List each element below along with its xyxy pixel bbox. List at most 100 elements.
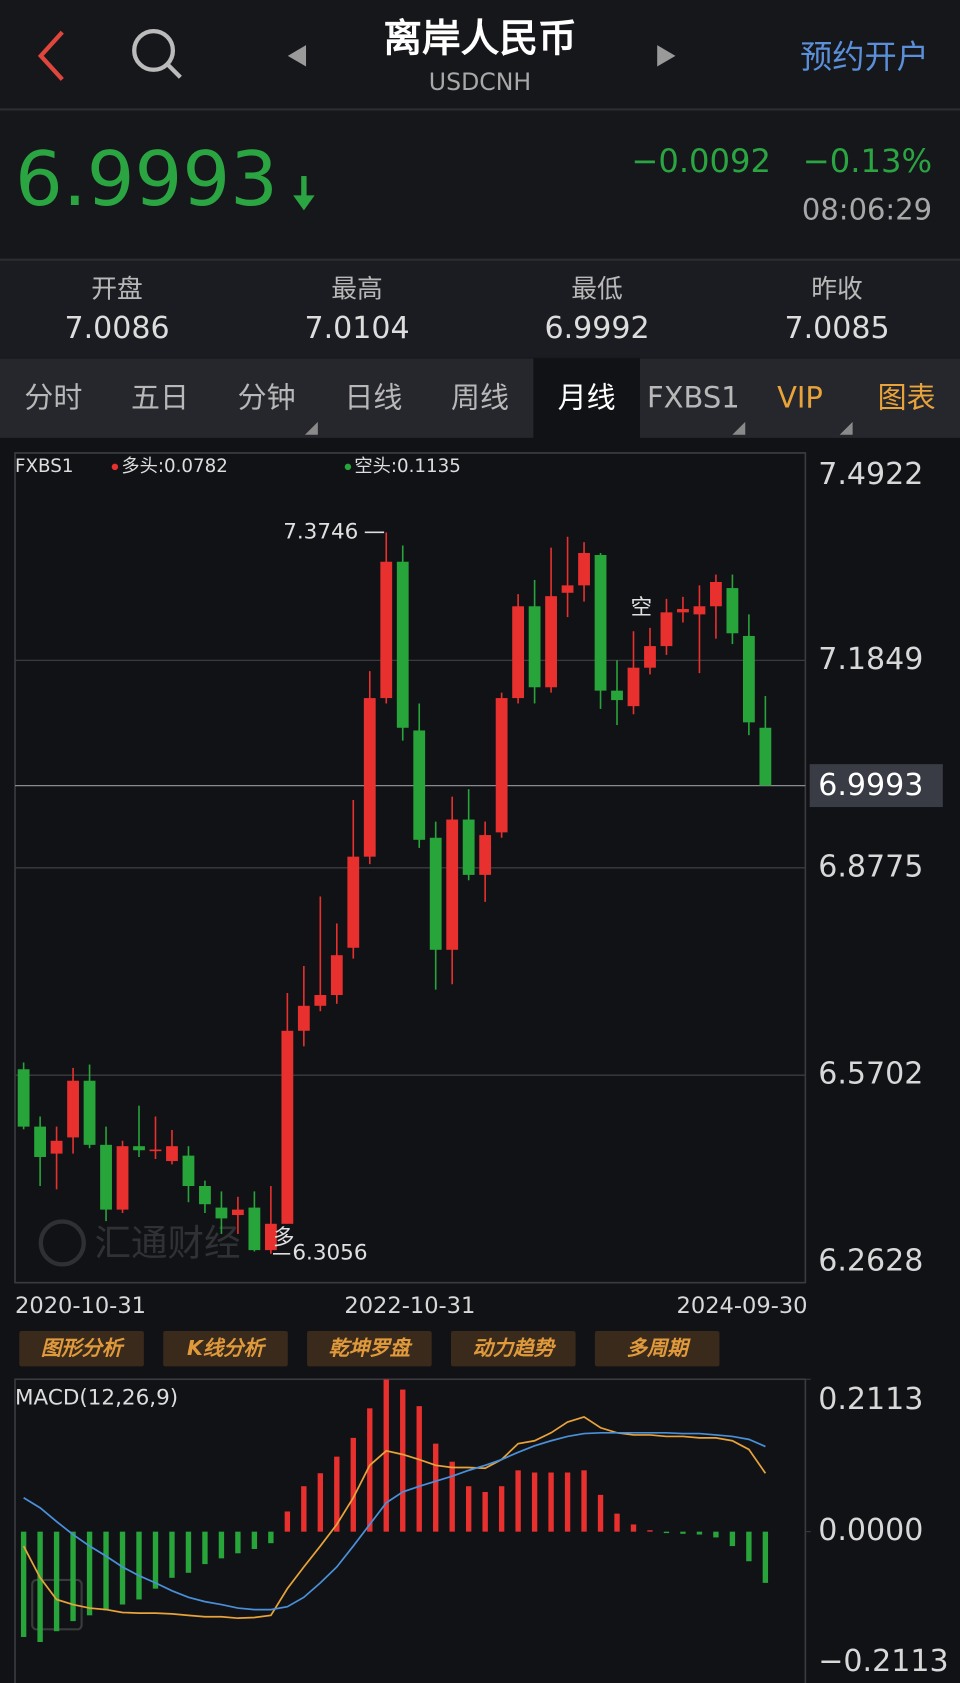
- stat-value: 7.0085: [784, 311, 889, 346]
- stat-value: 6.9992: [544, 311, 649, 346]
- candle-body: [297, 1005, 310, 1031]
- macd-bar: [498, 1486, 505, 1532]
- candle-body: [479, 835, 492, 875]
- candle-body: [50, 1140, 63, 1154]
- macd-bar: [630, 1524, 637, 1532]
- macd-bar: [136, 1531, 142, 1600]
- chart-background: [0, 437, 960, 1683]
- indicator-title: MACD(12,26,9): [15, 1386, 178, 1411]
- change: −0.0092: [631, 142, 771, 180]
- tool-label: 动力趋势: [473, 1336, 557, 1360]
- title: 离岸人民币: [383, 16, 576, 61]
- tool-button[interactable]: [451, 1330, 576, 1367]
- macd-bar: [367, 1408, 373, 1532]
- tab[interactable]: 五日: [131, 380, 189, 414]
- tab[interactable]: VIP: [777, 380, 823, 414]
- candle-body: [199, 1186, 211, 1205]
- tool-label: K线分析: [187, 1336, 267, 1360]
- macd-bar: [531, 1472, 538, 1532]
- candle-body: [281, 1030, 294, 1224]
- candle-body: [726, 588, 739, 634]
- macd-bar: [185, 1531, 192, 1573]
- macd-bar: [235, 1531, 241, 1554]
- candle-body: [627, 667, 640, 707]
- macd-bar: [301, 1486, 307, 1532]
- watermark-icon: [38, 1219, 86, 1267]
- macd-bar: [334, 1456, 340, 1532]
- candle-body: [594, 554, 607, 691]
- next-button[interactable]: [657, 45, 676, 67]
- candle-body: [429, 837, 442, 950]
- macd-bar: [647, 1530, 653, 1532]
- candle-body: [742, 635, 755, 723]
- macd-bar: [103, 1531, 109, 1610]
- stat-value: 7.0086: [64, 311, 169, 346]
- open-account-button[interactable]: 预约开户: [800, 38, 929, 76]
- y-tick-label: 7.1849: [818, 642, 923, 677]
- down-arrow: [293, 176, 315, 211]
- macd-bar: [284, 1511, 291, 1532]
- plots: 7.4922 7.1849 6.8775 6.5702 6.2628 2020-10-31…: [15, 452, 949, 1679]
- y-tick-label: 0.2113: [818, 1382, 923, 1417]
- candle-body: [363, 698, 376, 857]
- search-button[interactable]: [132, 28, 182, 79]
- candle-body: [710, 581, 722, 607]
- candle-body: [693, 606, 706, 615]
- tab[interactable]: 图表: [878, 380, 936, 414]
- candle-body: [660, 612, 673, 647]
- macd-bar: [564, 1472, 571, 1532]
- candle-body: [380, 561, 393, 699]
- tab[interactable]: 分时: [24, 380, 82, 414]
- candle-body: [248, 1207, 261, 1251]
- tool-buttons: 图形分析 K线分析 乾坤罗盘 动力趋势 多周期: [19, 1330, 720, 1367]
- search-icon: [165, 62, 182, 79]
- macd-bar: [663, 1531, 670, 1534]
- candle-body: [100, 1144, 112, 1210]
- candle-body: [677, 608, 689, 613]
- candle-body: [396, 561, 409, 728]
- tab[interactable]: FXBS1: [647, 380, 740, 414]
- arrow-head: [293, 195, 315, 211]
- subtitle: USDCNH: [429, 68, 531, 96]
- tool-button[interactable]: [163, 1330, 288, 1367]
- macd-bar: [581, 1470, 587, 1532]
- candle-body: [182, 1155, 195, 1187]
- active-tab: [533, 358, 640, 438]
- last-price-box: [809, 764, 943, 808]
- macd-bar: [37, 1531, 43, 1643]
- candle-body: [561, 585, 574, 593]
- macd-bar: [597, 1494, 604, 1532]
- macd-bar: [449, 1461, 455, 1532]
- tab[interactable]: 月线: [558, 380, 616, 414]
- stat-value: 7.0104: [304, 311, 409, 346]
- tool-button[interactable]: [307, 1330, 432, 1367]
- back-button[interactable]: [37, 30, 64, 81]
- search-icon: [132, 28, 176, 72]
- tab[interactable]: 日线: [344, 380, 402, 414]
- watermark-logo: [38, 1219, 86, 1267]
- macd-bar: [465, 1486, 472, 1532]
- candle-body: [166, 1146, 178, 1162]
- candle-body: [347, 856, 360, 948]
- candle-body: [133, 1146, 145, 1151]
- y-tick-label: −0.2113: [818, 1644, 948, 1679]
- y-tick-label: 6.2628: [818, 1244, 923, 1279]
- macd-bar: [713, 1531, 719, 1538]
- macd-frame: [14, 1378, 807, 1683]
- tool-label: 多周期: [627, 1336, 692, 1360]
- x-tick-label: 2024-09-30: [677, 1293, 808, 1319]
- tool-label: 图形分析: [41, 1336, 125, 1360]
- macd-line: [23, 1431, 766, 1611]
- tool-button[interactable]: [594, 1330, 720, 1367]
- x-tick-label: 2022-10-31: [344, 1293, 475, 1319]
- stat-label: 昨收: [811, 274, 863, 304]
- prev-button[interactable]: [287, 45, 307, 67]
- tab[interactable]: 分钟: [238, 380, 296, 414]
- tab[interactable]: 周线: [451, 380, 509, 414]
- legend-item: 空头:0.1135: [354, 456, 461, 477]
- macd-bar: [762, 1531, 769, 1583]
- macd-bar: [70, 1531, 76, 1622]
- tool-label: 乾坤罗盘: [329, 1336, 413, 1360]
- tool-button[interactable]: [19, 1330, 144, 1367]
- candle-body: [264, 1223, 277, 1251]
